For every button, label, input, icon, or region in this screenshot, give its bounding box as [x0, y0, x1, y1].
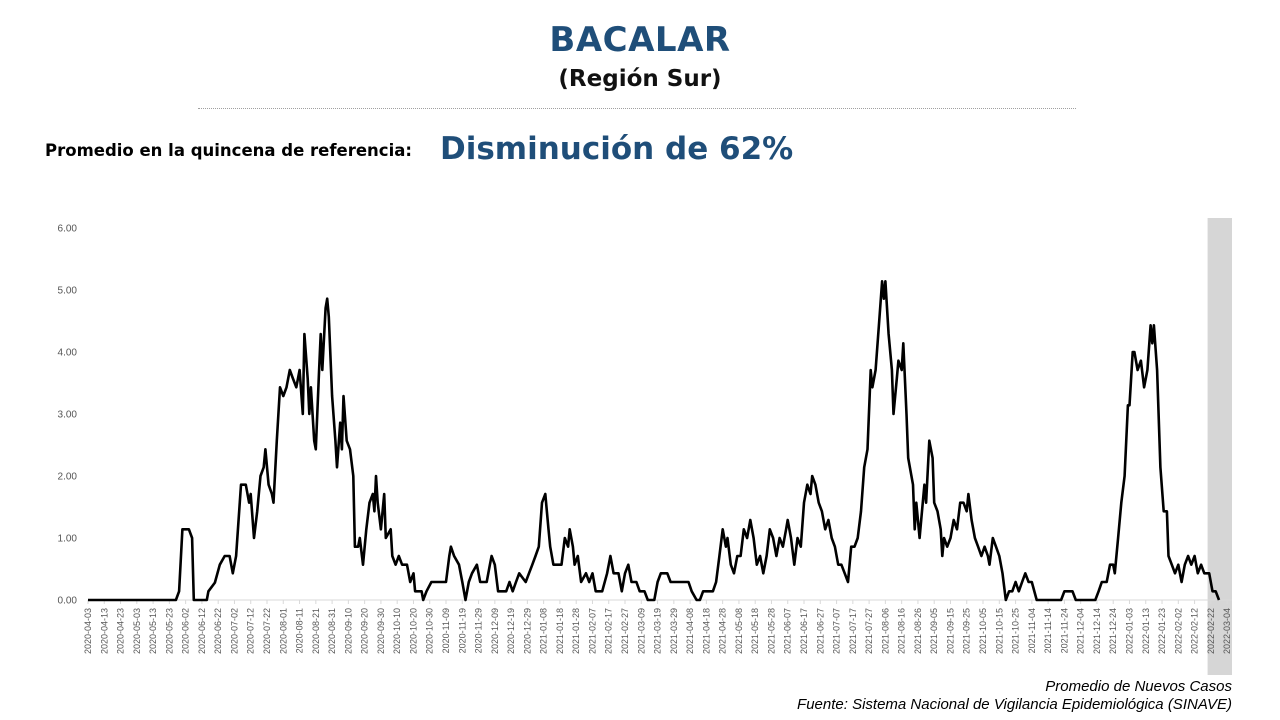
x-tick-label: 2021-06-17 [799, 608, 809, 654]
x-tick-label: 2021-09-15 [945, 608, 955, 654]
x-tick-label: 2021-05-08 [734, 608, 744, 654]
page-subtitle: (Región Sur) [558, 66, 722, 92]
x-tick-label: 2021-11-04 [1027, 608, 1037, 653]
cases-line-chart: 0.001.002.003.004.005.006.00 2020-04-03 2… [58, 218, 1232, 675]
x-tick-label: 2021-07-07 [832, 608, 842, 654]
x-tick-label: 2020-06-22 [213, 608, 223, 654]
x-tick-label: 2022-01-03 [1124, 608, 1134, 654]
x-tick-label: 2020-07-02 [229, 608, 239, 654]
x-tick-label: 2022-02-02 [1173, 608, 1183, 654]
x-tick-label: 2021-05-28 [766, 608, 776, 654]
x-tick-label: 2020-08-31 [327, 608, 337, 654]
x-tick-label: 2021-01-18 [555, 608, 565, 654]
x-tick-label: 2022-02-22 [1206, 608, 1216, 654]
y-tick-label: 3.00 [58, 410, 78, 421]
x-tick-label: 2021-11-14 [1043, 608, 1053, 653]
reference-label: Promedio en la quincena de referencia: [45, 141, 412, 160]
x-tick-label: 2022-03-04 [1222, 608, 1232, 654]
x-tick-label: 2020-09-10 [343, 608, 353, 654]
y-axis: 0.00 1.00 2.00 3.00 4.00 5.00 6.00 [58, 224, 78, 607]
x-tick-label: 2020-12-19 [506, 608, 516, 654]
x-tick-label: 2021-08-26 [913, 608, 923, 654]
x-tick-label: 2020-07-12 [246, 608, 256, 654]
x-tick-label: 2021-06-27 [815, 608, 825, 654]
x-tick-label: 2020-04-23 [116, 608, 126, 654]
title-divider [198, 108, 1076, 109]
x-tick-label: 2022-01-13 [1141, 608, 1151, 654]
x-tick-label: 2020-08-11 [295, 608, 305, 653]
x-tick-label: 2020-08-01 [278, 608, 288, 654]
x-axis: 2020-04-03 2020-04-13 2020-04-23 2020-05-03… [83, 600, 1232, 654]
x-tick-label: 2020-06-12 [197, 608, 207, 654]
x-tick-label: 2020-05-13 [148, 608, 158, 654]
x-tick-label: 2021-10-15 [994, 608, 1004, 654]
y-tick-label: 5.00 [58, 286, 78, 297]
x-tick-label: 2020-09-20 [360, 608, 370, 654]
x-tick-label: 2021-04-28 [718, 608, 728, 654]
x-tick-label: 2022-01-23 [1157, 608, 1167, 654]
x-tick-label: 2021-12-24 [1108, 608, 1118, 654]
series-caption: Promedio de Nuevos Casos [1045, 678, 1232, 695]
y-tick-label: 0.00 [58, 596, 78, 607]
x-tick-label: 2021-03-09 [636, 608, 646, 654]
page-title: BACALAR [549, 20, 731, 60]
x-tick-label: 2021-06-07 [783, 608, 793, 654]
x-tick-label: 2021-08-16 [897, 608, 907, 654]
x-tick-label: 2021-02-17 [604, 608, 614, 654]
y-tick-label: 1.00 [58, 534, 78, 545]
x-tick-label: 2021-07-17 [848, 608, 858, 654]
x-tick-label: 2020-11-09 [441, 608, 451, 653]
x-tick-label: 2021-01-28 [571, 608, 581, 654]
x-tick-label: 2020-08-21 [311, 608, 321, 654]
reference-value: Disminución de 62% [440, 131, 794, 167]
x-tick-label: 2020-12-29 [522, 608, 532, 654]
x-tick-label: 2021-10-05 [978, 608, 988, 654]
x-tick-label: 2021-01-08 [539, 608, 549, 654]
x-tick-label: 2021-09-05 [929, 608, 939, 654]
x-tick-label: 2021-05-18 [750, 608, 760, 654]
x-tick-label: 2021-04-08 [685, 608, 695, 654]
y-tick-label: 2.00 [58, 472, 78, 483]
x-tick-label: 2021-07-27 [864, 608, 874, 654]
x-tick-label: 2021-11-24 [1059, 608, 1069, 653]
x-tick-label: 2020-11-19 [457, 608, 467, 653]
x-tick-label: 2021-02-27 [620, 608, 630, 654]
x-tick-label: 2020-11-29 [474, 608, 484, 653]
x-tick-label: 2020-05-23 [164, 608, 174, 654]
x-tick-label: 2021-09-25 [962, 608, 972, 654]
x-tick-label: 2020-10-10 [392, 608, 402, 654]
x-tick-label: 2020-10-30 [425, 608, 435, 654]
x-tick-label: 2021-10-25 [1011, 608, 1021, 654]
y-tick-label: 4.00 [58, 348, 78, 359]
y-tick-label: 6.00 [58, 224, 78, 235]
x-tick-label: 2020-05-03 [132, 608, 142, 654]
reference-period-band [1207, 218, 1232, 675]
x-tick-label: 2021-03-19 [653, 608, 663, 654]
x-tick-label: 2020-12-09 [490, 608, 500, 654]
x-tick-label: 2021-02-07 [587, 608, 597, 654]
x-tick-label: 2020-06-02 [181, 608, 191, 654]
x-tick-label: 2020-07-22 [262, 608, 272, 654]
x-tick-label: 2020-10-20 [408, 608, 418, 654]
x-tick-label: 2021-12-14 [1092, 608, 1102, 654]
x-tick-label: 2021-03-29 [669, 608, 679, 654]
x-tick-label: 2020-09-30 [376, 608, 386, 654]
series-line-promedio [88, 280, 1221, 602]
x-tick-label: 2022-02-12 [1190, 608, 1200, 654]
x-tick-label: 2020-04-03 [83, 608, 93, 654]
x-tick-label: 2021-12-04 [1076, 608, 1086, 654]
x-tick-label: 2021-04-18 [701, 608, 711, 654]
x-tick-label: 2021-08-06 [880, 608, 890, 654]
source-caption: Fuente: Sistema Nacional de Vigilancia E… [797, 696, 1232, 713]
x-tick-label: 2020-04-13 [99, 608, 109, 654]
